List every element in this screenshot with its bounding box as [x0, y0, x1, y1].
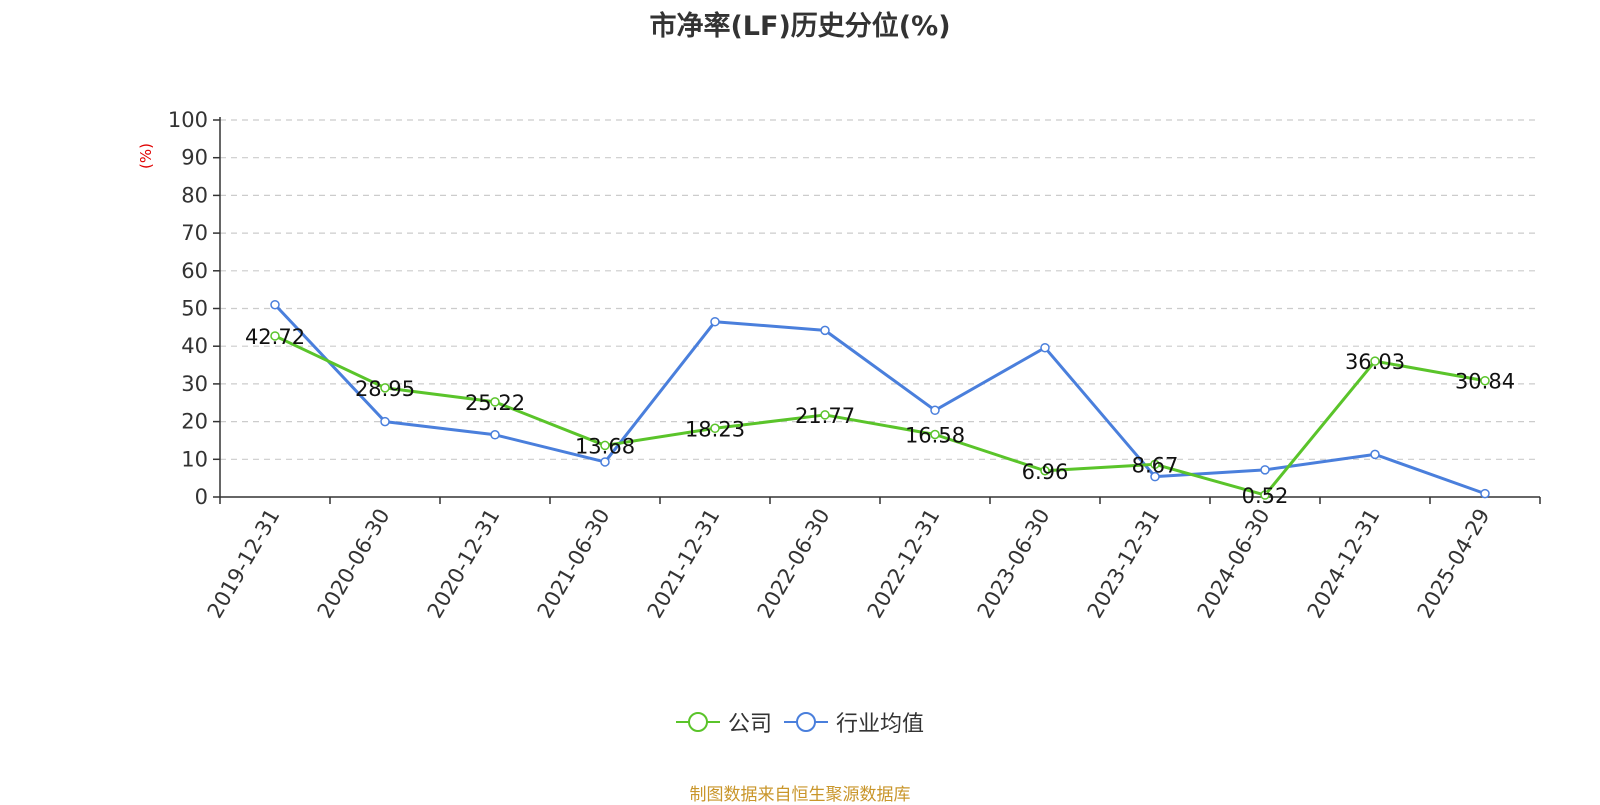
data-point-industry-avg: [930, 405, 940, 416]
legend-label-company: 公司: [727, 712, 772, 737]
x-tick-label: 2021-12-31: [643, 505, 725, 623]
data-point-industry-avg: [490, 430, 500, 440]
x-tick-label: 2022-06-30: [753, 505, 835, 623]
x-tick-label: 2023-06-30: [973, 505, 1055, 623]
data-label-company: 0.52: [1242, 484, 1289, 508]
legend: 公司 行业均值: [0, 706, 1600, 738]
x-tick-label: 2024-06-30: [1193, 505, 1275, 623]
x-tick-label: 2020-12-31: [423, 505, 505, 623]
y-tick-label: 0: [195, 485, 208, 509]
data-point-company: [1150, 459, 1160, 470]
data-point-industry-avg: [270, 299, 280, 310]
data-point-industry-avg: [710, 316, 720, 327]
data-label-company: 6.96: [1022, 460, 1069, 484]
data-point-industry-avg: [1150, 471, 1160, 482]
y-tick-label: 10: [181, 447, 208, 471]
data-point-industry-avg: [1370, 449, 1380, 460]
legend-item-company[interactable]: 公司: [675, 706, 772, 738]
data-point-company: [1480, 375, 1490, 386]
data-label-company: 8.67: [1132, 453, 1179, 477]
data-point-company: [1040, 466, 1050, 476]
data-label-company: 25.22: [465, 391, 525, 415]
x-tick-label: 2020-06-30: [313, 505, 395, 623]
data-label-company: 28.95: [355, 377, 415, 401]
y-tick-label: 80: [181, 183, 208, 207]
series-line-industry-avg: [273, 303, 1486, 496]
data-label-company: 18.23: [685, 417, 745, 441]
data-point-company: [710, 423, 720, 434]
y-tick-label: 50: [181, 297, 208, 321]
y-tick-label: 40: [181, 334, 208, 358]
data-point-industry-avg: [1040, 342, 1050, 353]
data-label-company: 42.72: [245, 325, 305, 349]
series-line-company: [274, 334, 1486, 497]
source-note: 制图数据来自恒生聚源数据库: [689, 785, 911, 805]
y-tick-label: 100: [168, 108, 208, 132]
y-tick-label: 70: [181, 221, 208, 245]
data-point-industry-avg: [1480, 488, 1490, 499]
data-point-company: [1370, 356, 1380, 366]
legend-industry-icon: [784, 712, 828, 732]
data-point-company: [600, 440, 610, 451]
data-label-company: 13.68: [575, 434, 635, 458]
y-tick-label: 30: [181, 372, 208, 396]
x-tick-label: 2019-12-31: [203, 505, 285, 623]
legend-item-industry-avg[interactable]: 行业均值: [784, 706, 924, 738]
data-point-company: [270, 331, 280, 341]
x-tick-label: 2021-06-30: [533, 505, 615, 623]
data-point-company: [820, 410, 830, 420]
line-chart: 0 10 20 30 40 50 60 70 80 90 100 2019-12-31 2020-06-…: [168, 108, 1541, 623]
data-label-company: 16.58: [905, 423, 965, 447]
data-point-industry-avg: [820, 325, 830, 336]
x-tick-label: 2025-04-29: [1413, 505, 1495, 623]
legend-label-industry-avg: 行业均值: [836, 712, 925, 737]
data-point-industry-avg: [600, 457, 610, 467]
chart-title: 市净率(LF)历史分位(%): [649, 11, 951, 42]
legend-company-icon: [675, 712, 720, 732]
data-label-company: 30.84: [1455, 370, 1515, 394]
x-tick-label: 2024-12-31: [1303, 505, 1385, 623]
data-point-company: [490, 397, 500, 407]
y-tick-label: 20: [181, 410, 208, 434]
data-point-industry-avg: [1260, 465, 1270, 475]
y-tick-label: 90: [181, 146, 208, 170]
data-label-company: 21.77: [795, 404, 855, 428]
data-label-company: 36.03: [1345, 350, 1405, 374]
data-point-industry-avg: [380, 416, 390, 427]
data-point-company: [930, 429, 940, 440]
data-point-company: [380, 383, 390, 393]
x-tick-label: 2022-12-31: [863, 505, 945, 623]
x-tick-label: 2023-12-31: [1083, 505, 1165, 623]
data-point-company: [1260, 490, 1270, 500]
y-tick-label: 60: [181, 259, 208, 283]
